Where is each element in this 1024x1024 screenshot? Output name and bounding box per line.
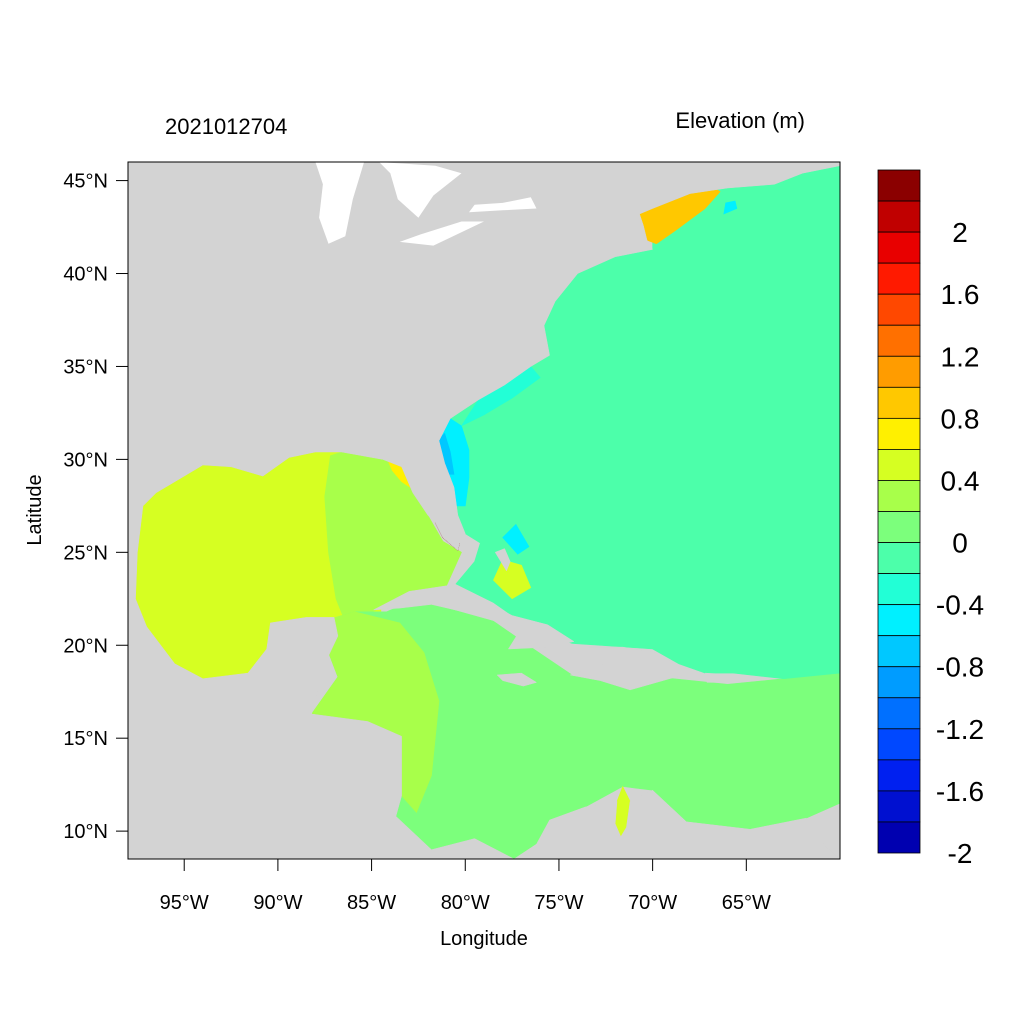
y-tick-label: 45°N	[63, 171, 108, 193]
colorbar-swatch	[877, 542, 921, 574]
land-hispaniola	[569, 646, 683, 691]
land-andros	[494, 548, 511, 572]
lake-lake-michigan	[315, 162, 365, 244]
colorbar-tick-label: -1.6	[936, 776, 984, 807]
colorbar-swatch	[877, 697, 921, 730]
colorbar-swatch	[877, 728, 921, 761]
land-puerto-rico	[704, 672, 736, 683]
colorbar-swatch	[877, 604, 921, 637]
y-tick-label: 40°N	[63, 264, 108, 286]
map-plot-area	[128, 151, 840, 859]
y-axis: 10°N 15°N 20°N 25°N 30°N 35°N 40°N 45°N	[63, 171, 128, 843]
colorbar-tick-label: 1.2	[941, 341, 980, 372]
region-scotian-shelf	[723, 200, 738, 215]
colorbar-swatch	[877, 386, 921, 419]
colorbar-tick-label: -2	[948, 838, 973, 869]
colorbar-swatch	[877, 324, 921, 357]
plot-frame	[127, 161, 841, 860]
x-tick-label: 70°W	[628, 892, 677, 914]
colorbar-swatch	[877, 790, 921, 823]
colorbar	[877, 169, 921, 854]
x-tick-label: 85°W	[347, 892, 396, 914]
colorbar-tick-label: -0.4	[936, 590, 984, 621]
elevation-field	[135, 162, 840, 859]
colorbar-tick-label: 2	[952, 217, 968, 248]
colorbar-tick-label: 0	[952, 528, 968, 559]
colorbar-swatch	[877, 262, 921, 295]
lake-lake-erie	[399, 221, 484, 246]
colorbar-swatch	[877, 821, 921, 854]
colorbar-swatch	[877, 200, 921, 233]
colorbar-tick-label: -1.2	[936, 714, 984, 745]
colorbar-swatch	[877, 635, 921, 668]
y-tick-label: 35°N	[63, 356, 108, 378]
land-cuba	[373, 585, 575, 650]
y-axis-label: Latitude	[24, 474, 46, 545]
colorbar-swatch	[877, 666, 921, 699]
land-north-america	[128, 162, 840, 859]
colorbar-swatch	[877, 573, 921, 606]
y-tick-label: 25°N	[63, 542, 108, 564]
x-axis-label: Longitude	[440, 928, 528, 950]
colorbar-swatch	[877, 449, 921, 481]
lake-lake-superior	[240, 151, 381, 162]
land-jamaica	[496, 672, 538, 687]
y-tick-label: 10°N	[63, 821, 108, 843]
lake-lake-huron	[379, 162, 462, 218]
lake-mask	[240, 151, 537, 246]
x-tick-label: 80°W	[441, 892, 490, 914]
colorbar-swatch	[877, 759, 921, 792]
colorbar-tick-label: -0.8	[936, 652, 984, 683]
region-great-bahama-bank	[493, 559, 532, 600]
y-tick-label: 20°N	[63, 635, 108, 657]
y-tick-label: 30°N	[63, 449, 108, 471]
colorbar-swatch	[877, 293, 921, 326]
colorbar-swatch	[877, 511, 921, 543]
x-axis: 95°W 90°W 85°W 80°W 75°W 70°W 65°W	[160, 859, 771, 914]
x-tick-label: 65°W	[722, 892, 771, 914]
colorbar-tick-label: 0.4	[941, 466, 980, 497]
colorbar-tick-labels: 2 1.6 1.2 0.8 0.4 0 -0.4 -0.8 -1.2 -1.6 -2	[936, 217, 984, 869]
x-tick-label: 90°W	[253, 892, 302, 914]
colorbar-swatch	[877, 480, 921, 512]
colorbar-swatch	[877, 169, 921, 202]
land-south-america	[513, 789, 840, 859]
colorbar-swatch	[877, 355, 921, 388]
colorbar-tick-label: 0.8	[941, 403, 980, 434]
colorbar-swatch	[877, 231, 921, 264]
colorbar-variable-title: Elevation (m)	[675, 108, 805, 133]
y-tick-label: 15°N	[63, 728, 108, 750]
region-bahamas-inner-bank	[502, 523, 530, 555]
colorbar-swatch	[877, 417, 921, 450]
figure-timestamp-title: 2021012704	[165, 114, 287, 139]
land-mask	[128, 162, 840, 859]
x-tick-label: 95°W	[160, 892, 209, 914]
x-tick-label: 75°W	[534, 892, 583, 914]
colorbar-tick-label: 1.6	[941, 279, 980, 310]
lake-lake-ontario	[469, 197, 537, 213]
